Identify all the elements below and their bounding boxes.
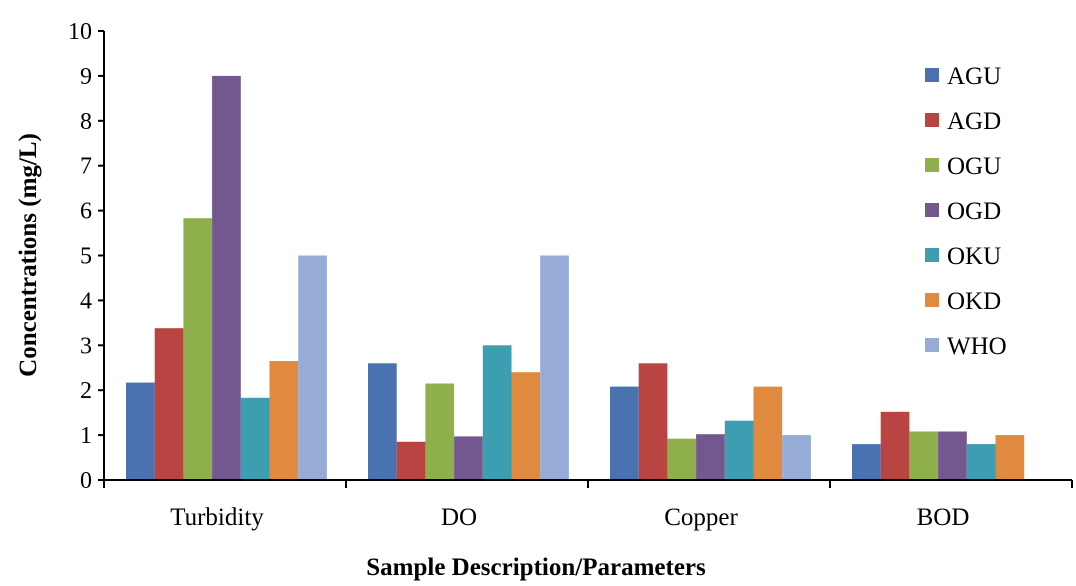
bar-agd-turbidity (154, 328, 184, 480)
bar-oku-bod (966, 444, 996, 480)
legend-label-oku: OKU (947, 243, 1001, 270)
legend-swatch-who (925, 338, 939, 352)
x-axis: Turbidity DO Copper BOD (103, 479, 1073, 531)
y-tick-label: 9 (80, 64, 92, 90)
x-category-label: DO (441, 504, 477, 531)
y-tick-label: 6 (80, 199, 92, 225)
y-tick-label: 0 (80, 468, 92, 494)
legend-label-agd: AGD (947, 108, 1001, 135)
y-tick-label: 10 (68, 19, 92, 45)
bar-ogd-copper (696, 434, 725, 480)
legend: AGU AGD OGU OGD OKU OKD WHO (925, 63, 1007, 360)
bar-ogd-do (454, 436, 483, 480)
bar-oku-copper (724, 420, 754, 480)
x-axis-title: Sample Description/Parameters (366, 554, 706, 581)
y-tick-label: 7 (80, 154, 92, 180)
bar-ogu-copper (667, 438, 697, 480)
bars-group (126, 75, 1025, 481)
bar-agu-bod (852, 444, 881, 480)
bar-agd-do (396, 441, 426, 480)
y-axis: 0 1 2 3 4 5 6 7 8 9 10 (68, 19, 105, 494)
bar-ogd-turbidity (212, 75, 241, 481)
legend-swatch-ogu (925, 158, 939, 172)
bar-ogd-bod (938, 431, 967, 480)
legend-label-who: WHO (947, 333, 1007, 360)
bar-ogu-turbidity (183, 218, 213, 480)
x-category-label: BOD (917, 504, 970, 531)
bar-ogu-do (425, 383, 455, 480)
legend-label-ogu: OGU (947, 153, 1001, 180)
legend-swatch-agd (925, 113, 939, 127)
legend-label-okd: OKD (947, 288, 1001, 315)
bar-who-do (540, 255, 569, 480)
bar-agd-bod (880, 411, 910, 480)
x-category-label: Turbidity (170, 504, 264, 531)
legend-swatch-agu (925, 68, 939, 82)
bar-agu-do (368, 363, 397, 480)
bar-okd-copper (753, 386, 783, 480)
legend-swatch-ogd (925, 203, 939, 217)
legend-label-agu: AGU (947, 63, 1001, 90)
y-tick-label: 5 (80, 244, 92, 270)
bar-oku-turbidity (240, 397, 270, 480)
bar-oku-do (482, 345, 512, 480)
bar-who-turbidity (298, 255, 327, 480)
x-category-label: Copper (664, 504, 738, 531)
y-tick-label: 2 (80, 378, 92, 404)
y-axis-title: Concentrations (mg/L) (15, 133, 42, 377)
legend-swatch-okd (925, 293, 939, 307)
legend-swatch-oku (925, 248, 939, 262)
y-tick-label: 3 (80, 333, 92, 359)
bar-okd-do (511, 372, 541, 480)
y-tick-label: 1 (80, 423, 92, 449)
bar-agu-copper (610, 386, 639, 480)
bar-okd-bod (995, 435, 1025, 480)
y-tick-label: 4 (80, 288, 92, 314)
bar-okd-turbidity (269, 361, 299, 480)
bar-agd-copper (638, 363, 668, 480)
legend-label-ogd: OGD (947, 198, 1001, 225)
y-tick-label: 8 (80, 109, 92, 135)
bar-agu-turbidity (126, 382, 155, 480)
bar-who-copper (782, 435, 811, 480)
bar-ogu-bod (909, 431, 939, 480)
